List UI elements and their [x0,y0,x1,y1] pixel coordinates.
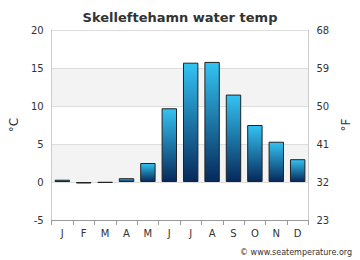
svg-text:°C: °C [7,118,21,132]
svg-text:M: M [144,228,153,239]
svg-text:M: M [101,228,110,239]
svg-text:°F: °F [339,118,353,131]
svg-text:23: 23 [316,215,329,226]
svg-text:J: J [167,228,171,239]
svg-text:D: D [294,228,302,239]
svg-text:A: A [123,228,130,239]
svg-text:S: S [230,228,236,239]
svg-text:41: 41 [316,139,329,150]
svg-text:5: 5 [37,139,43,150]
svg-text:32: 32 [316,177,329,188]
svg-text:O: O [251,228,259,239]
svg-text:Skelleftehamn water temp: Skelleftehamn water temp [83,10,278,25]
svg-text:J: J [188,228,192,239]
svg-text:-5: -5 [34,215,44,226]
svg-text:J: J [60,228,64,239]
svg-text:20: 20 [31,25,44,36]
svg-text:15: 15 [31,63,44,74]
svg-text:F: F [81,228,87,239]
svg-text:50: 50 [316,101,329,112]
svg-text:0: 0 [37,177,43,188]
svg-text:© www.seatemperature.org: © www.seatemperature.org [240,248,352,257]
svg-text:N: N [273,228,280,239]
svg-text:68: 68 [316,25,329,36]
svg-text:10: 10 [31,101,44,112]
svg-text:A: A [209,228,216,239]
svg-text:59: 59 [316,63,329,74]
